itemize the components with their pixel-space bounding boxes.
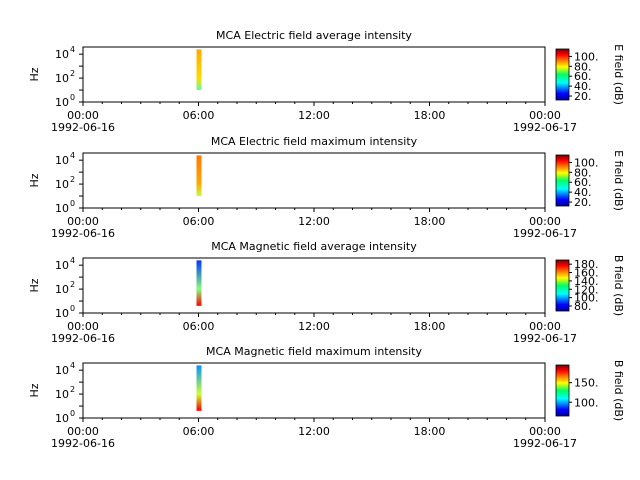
y-tick-exp: 2 [70, 385, 75, 394]
y-tick-exp: 0 [70, 304, 75, 313]
colorbar-tick-label: 120. [574, 283, 599, 296]
y-tick-exp: 4 [70, 361, 75, 370]
data-column [196, 155, 202, 197]
colorbar [555, 154, 570, 207]
colorbar-tick-label: 20. [574, 196, 592, 209]
axes-frame [82, 152, 546, 209]
y-axis-label: Hz [28, 173, 41, 187]
y-tick-label: 10 [55, 178, 69, 191]
x-tick-label: 00:00 [67, 215, 99, 228]
x-tick-label: 00:00 [67, 425, 99, 438]
y-axis-label: Hz [28, 383, 41, 397]
x-tick-label: 12:00 [298, 320, 330, 333]
colorbar-tick-label: 150. [574, 377, 599, 390]
x-tick-date: 1992-06-17 [513, 332, 577, 345]
y-tick-label: 10 [55, 72, 69, 85]
panel-title: MCA Electric field maximum intensity [211, 135, 418, 148]
y-tick-label: 10 [55, 202, 69, 215]
y-axis-label: Hz [28, 278, 41, 292]
x-tick-label: 18:00 [414, 425, 446, 438]
x-tick-label: 06:00 [183, 320, 215, 333]
colorbar-label: B field (dB) [612, 255, 625, 316]
colorbar-label: E field (dB) [612, 150, 625, 211]
colorbar-label: B field (dB) [612, 360, 625, 421]
x-tick-label: 06:00 [183, 109, 215, 122]
axes-frame [82, 257, 546, 314]
x-tick-date: 1992-06-17 [513, 227, 577, 240]
data-column [196, 260, 202, 306]
y-tick-exp: 2 [70, 175, 75, 184]
colorbar-tick-label: 100. [574, 156, 599, 169]
colorbar-tick-label: 140. [574, 275, 599, 288]
y-tick-label: 10 [55, 307, 69, 320]
panel-4: MCA Magnetic field maximum intensity 00:0… [28, 345, 625, 450]
x-tick-label: 18:00 [414, 109, 446, 122]
colorbar-tick-label: 20. [574, 90, 592, 103]
colorbar-tick-label: 40. [574, 80, 592, 93]
panel-1: MCA Electric field average intensity 00:0… [28, 29, 625, 134]
y-tick-exp: 0 [70, 409, 75, 418]
data-column [196, 49, 202, 91]
x-tick-label: 00:00 [529, 425, 561, 438]
colorbar-tick-label: 80. [574, 166, 592, 179]
y-tick-label: 10 [55, 283, 69, 296]
y-tick-exp: 2 [70, 69, 75, 78]
colorbar-label: E field (dB) [612, 44, 625, 105]
y-tick-label: 10 [55, 259, 69, 272]
y-tick-label: 10 [55, 48, 69, 61]
colorbar-tick-label: 100. [574, 396, 599, 409]
y-tick-exp: 2 [70, 280, 75, 289]
panel-title: MCA Electric field average intensity [216, 29, 412, 42]
y-tick-exp: 4 [70, 151, 75, 160]
colorbar [555, 259, 570, 312]
x-tick-label: 06:00 [183, 215, 215, 228]
y-tick-exp: 0 [70, 93, 75, 102]
x-tick-label: 00:00 [529, 109, 561, 122]
axes-frame [82, 362, 546, 419]
x-tick-label: 00:00 [67, 109, 99, 122]
y-tick-label: 10 [55, 96, 69, 109]
colorbar-tick-label: 100. [574, 292, 599, 305]
x-tick-label: 12:00 [298, 215, 330, 228]
colorbar [555, 364, 570, 417]
x-tick-label: 00:00 [529, 320, 561, 333]
y-tick-exp: 0 [70, 199, 75, 208]
colorbar-tick-label: 100. [574, 50, 599, 63]
panel-2: MCA Electric field maximum intensity 00:0… [28, 135, 625, 240]
x-tick-label: 18:00 [414, 320, 446, 333]
x-tick-date: 1992-06-17 [513, 437, 577, 450]
x-tick-date: 1992-06-17 [513, 121, 577, 134]
x-tick-label: 06:00 [183, 425, 215, 438]
y-tick-label: 10 [55, 364, 69, 377]
x-tick-date: 1992-06-16 [51, 227, 115, 240]
y-tick-exp: 4 [70, 256, 75, 265]
colorbar-tick-label: 40. [574, 186, 592, 199]
x-tick-label: 00:00 [529, 215, 561, 228]
x-tick-label: 18:00 [414, 215, 446, 228]
panel-title: MCA Magnetic field average intensity [211, 240, 417, 253]
x-tick-label: 12:00 [298, 425, 330, 438]
y-tick-exp: 4 [70, 45, 75, 54]
axes-frame [82, 46, 546, 103]
x-tick-label: 00:00 [67, 320, 99, 333]
colorbar-tick-label: 160. [574, 267, 599, 280]
x-tick-date: 1992-06-16 [51, 332, 115, 345]
x-tick-date: 1992-06-16 [51, 437, 115, 450]
colorbar-tick-label: 80. [574, 60, 592, 73]
y-tick-label: 10 [55, 388, 69, 401]
panel-title: MCA Magnetic field maximum intensity [206, 345, 422, 358]
panel-3: MCA Magnetic field average intensity 00:0… [28, 240, 625, 345]
y-axis-label: Hz [28, 67, 41, 81]
colorbar-tick-label: 180. [574, 258, 599, 271]
colorbar-tick-label: 60. [574, 176, 592, 189]
data-column [196, 365, 202, 411]
y-tick-label: 10 [55, 412, 69, 425]
x-tick-label: 12:00 [298, 109, 330, 122]
colorbar-tick-label: 80. [574, 300, 592, 313]
x-tick-date: 1992-06-16 [51, 121, 115, 134]
colorbar [555, 48, 570, 101]
y-tick-label: 10 [55, 154, 69, 167]
colorbar-tick-label: 60. [574, 70, 592, 83]
